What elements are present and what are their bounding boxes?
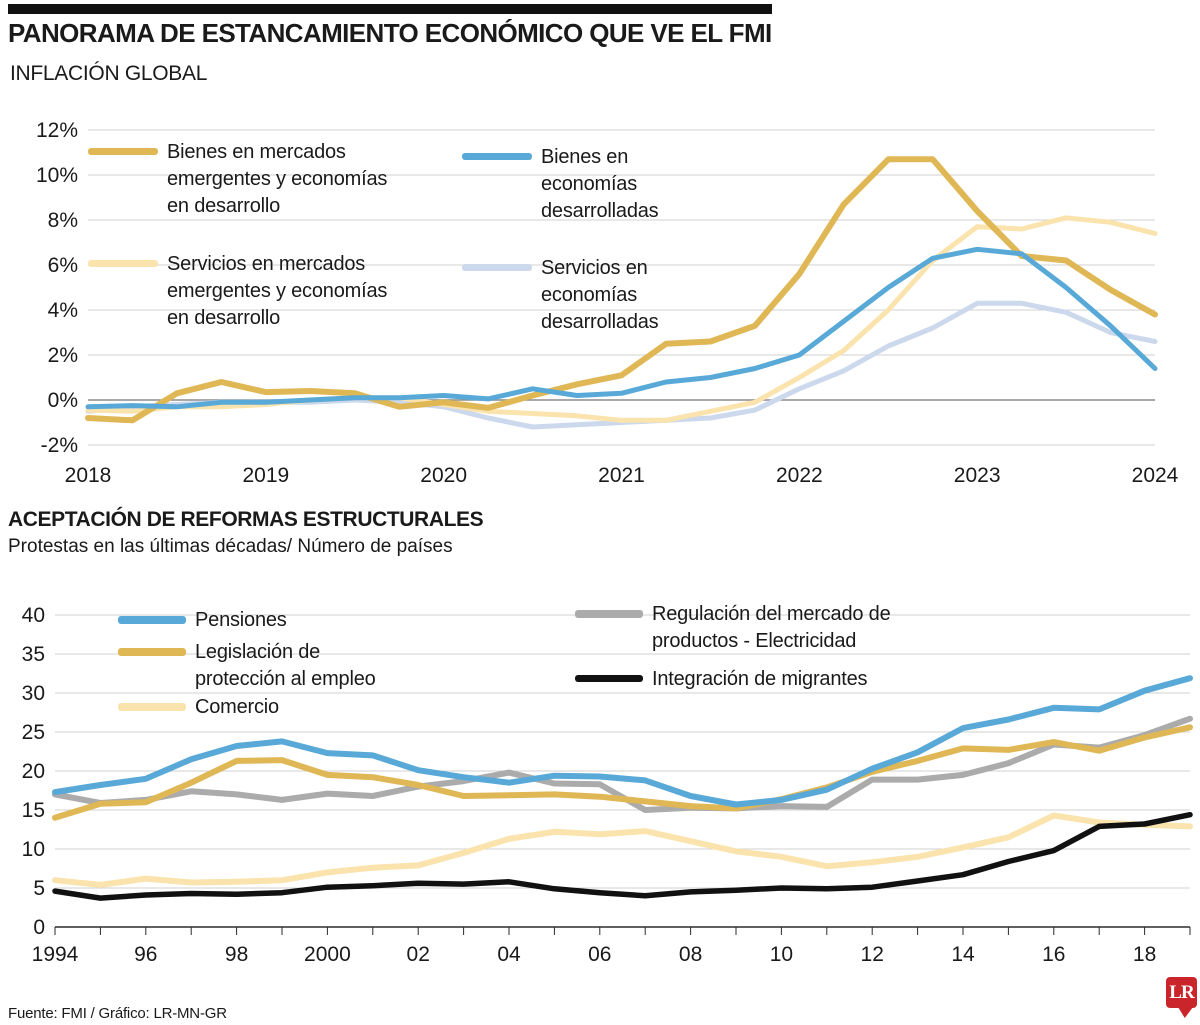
legend-label: Servicios en mercados emergentes y econo…	[167, 253, 388, 329]
svg-text:2018: 2018	[65, 464, 112, 487]
svg-text:10%: 10%	[36, 164, 78, 187]
svg-text:10: 10	[770, 943, 793, 966]
legend-item-servicios-emergentes: Servicios en mercados emergentes y econo…	[88, 251, 405, 332]
top-accent-bar	[8, 4, 772, 14]
lr-logo-text: LR	[1169, 981, 1194, 1003]
svg-text:30: 30	[22, 682, 45, 705]
legend-swatch-blue	[118, 616, 186, 624]
svg-text:2023: 2023	[954, 464, 1001, 487]
svg-text:16: 16	[1042, 943, 1065, 966]
legend-label: Integración de migrantes	[652, 668, 868, 690]
svg-text:15: 15	[22, 799, 45, 822]
legend-label: Servicios en economías desarrolladas	[541, 257, 659, 333]
svg-text:2000: 2000	[304, 943, 351, 966]
svg-text:6%: 6%	[48, 254, 78, 277]
svg-text:10: 10	[22, 838, 45, 861]
lr-logo-tail	[1178, 1007, 1193, 1018]
legend-item-servicios-desarrolladas: Servicios en economías desarrolladas	[462, 255, 691, 336]
svg-text:20: 20	[22, 760, 45, 783]
svg-text:0: 0	[33, 916, 45, 939]
svg-text:2019: 2019	[242, 464, 289, 487]
svg-text:2024: 2024	[1132, 464, 1179, 487]
svg-text:04: 04	[497, 943, 521, 966]
legend-swatch-cream	[118, 703, 186, 711]
legend-item-bienes-desarrolladas: Bienes en economías desarrolladas	[462, 144, 691, 225]
source-credit: Fuente: FMI / Gráfico: LR-MN-GR	[8, 1005, 227, 1022]
legend-swatch-black	[575, 675, 643, 682]
reforms-chart: 40 35 30 25 20 15 10 5 0 1994 96 98 2000 02 04 06 08 10 12…	[22, 604, 1193, 966]
legend-item-pensiones: Pensiones	[118, 607, 287, 634]
legend-swatch-lavender	[462, 264, 532, 271]
legend-label: Pensiones	[195, 609, 287, 631]
legend-label: Legislación de protección al empleo	[195, 641, 376, 690]
inflation-chart: 12% 10% 8% 6% 4% 2% 0% -2% 2018 2019 2020 2021 2022 2…	[36, 119, 1179, 487]
svg-text:2021: 2021	[598, 464, 645, 487]
svg-text:1994: 1994	[32, 943, 79, 966]
svg-text:06: 06	[588, 943, 611, 966]
legend-item-legislacion: Legislación de protección al empleo	[118, 639, 415, 693]
legend-swatch-gold	[88, 148, 158, 155]
reforms-chart-subtitle: Protestas en las últimas décadas/ Número…	[8, 536, 453, 557]
legend-swatch-gold	[118, 648, 186, 656]
legend-item-integracion: Integración de migrantes	[575, 666, 962, 693]
legend-item-regulacion: Regulación del mercado de productos - El…	[575, 601, 952, 655]
svg-text:25: 25	[22, 721, 45, 744]
inflation-chart-title: INFLACIÓN GLOBAL	[10, 62, 208, 85]
reforms-chart-title: ACEPTACIÓN DE REFORMAS ESTRUCTURALES	[8, 508, 484, 531]
legend-item-comercio: Comercio	[118, 694, 279, 721]
legend-swatch-cream	[88, 260, 158, 267]
svg-text:40: 40	[22, 604, 45, 627]
svg-text:02: 02	[407, 943, 430, 966]
svg-text:4%: 4%	[48, 299, 78, 322]
svg-text:-2%: -2%	[41, 434, 78, 457]
svg-text:5: 5	[33, 877, 45, 900]
page-title: PANORAMA DE ESTANCAMIENTO ECONÓMICO QUE …	[8, 18, 772, 48]
svg-text:0%: 0%	[48, 389, 78, 412]
svg-text:35: 35	[22, 643, 45, 666]
legend-label: Bienes en mercados emergentes y economía…	[167, 141, 388, 217]
svg-text:08: 08	[679, 943, 702, 966]
svg-text:2022: 2022	[776, 464, 823, 487]
legend-label: Bienes en economías desarrolladas	[541, 146, 659, 222]
legend-swatch-gray	[575, 610, 643, 618]
svg-text:96: 96	[134, 943, 157, 966]
svg-text:2020: 2020	[420, 464, 467, 487]
legend-label: Regulación del mercado de productos - El…	[652, 603, 891, 652]
svg-text:18: 18	[1133, 943, 1156, 966]
svg-text:14: 14	[951, 943, 975, 966]
legend-item-bienes-emergentes: Bienes en mercados emergentes y economía…	[88, 139, 395, 220]
svg-text:98: 98	[225, 943, 248, 966]
svg-text:8%: 8%	[48, 209, 78, 232]
svg-text:12%: 12%	[36, 119, 78, 142]
legend-label: Comercio	[195, 696, 279, 718]
legend-swatch-blue	[462, 153, 532, 160]
svg-text:2%: 2%	[48, 344, 78, 367]
svg-text:12: 12	[861, 943, 884, 966]
lr-logo: LR	[1166, 977, 1197, 1008]
